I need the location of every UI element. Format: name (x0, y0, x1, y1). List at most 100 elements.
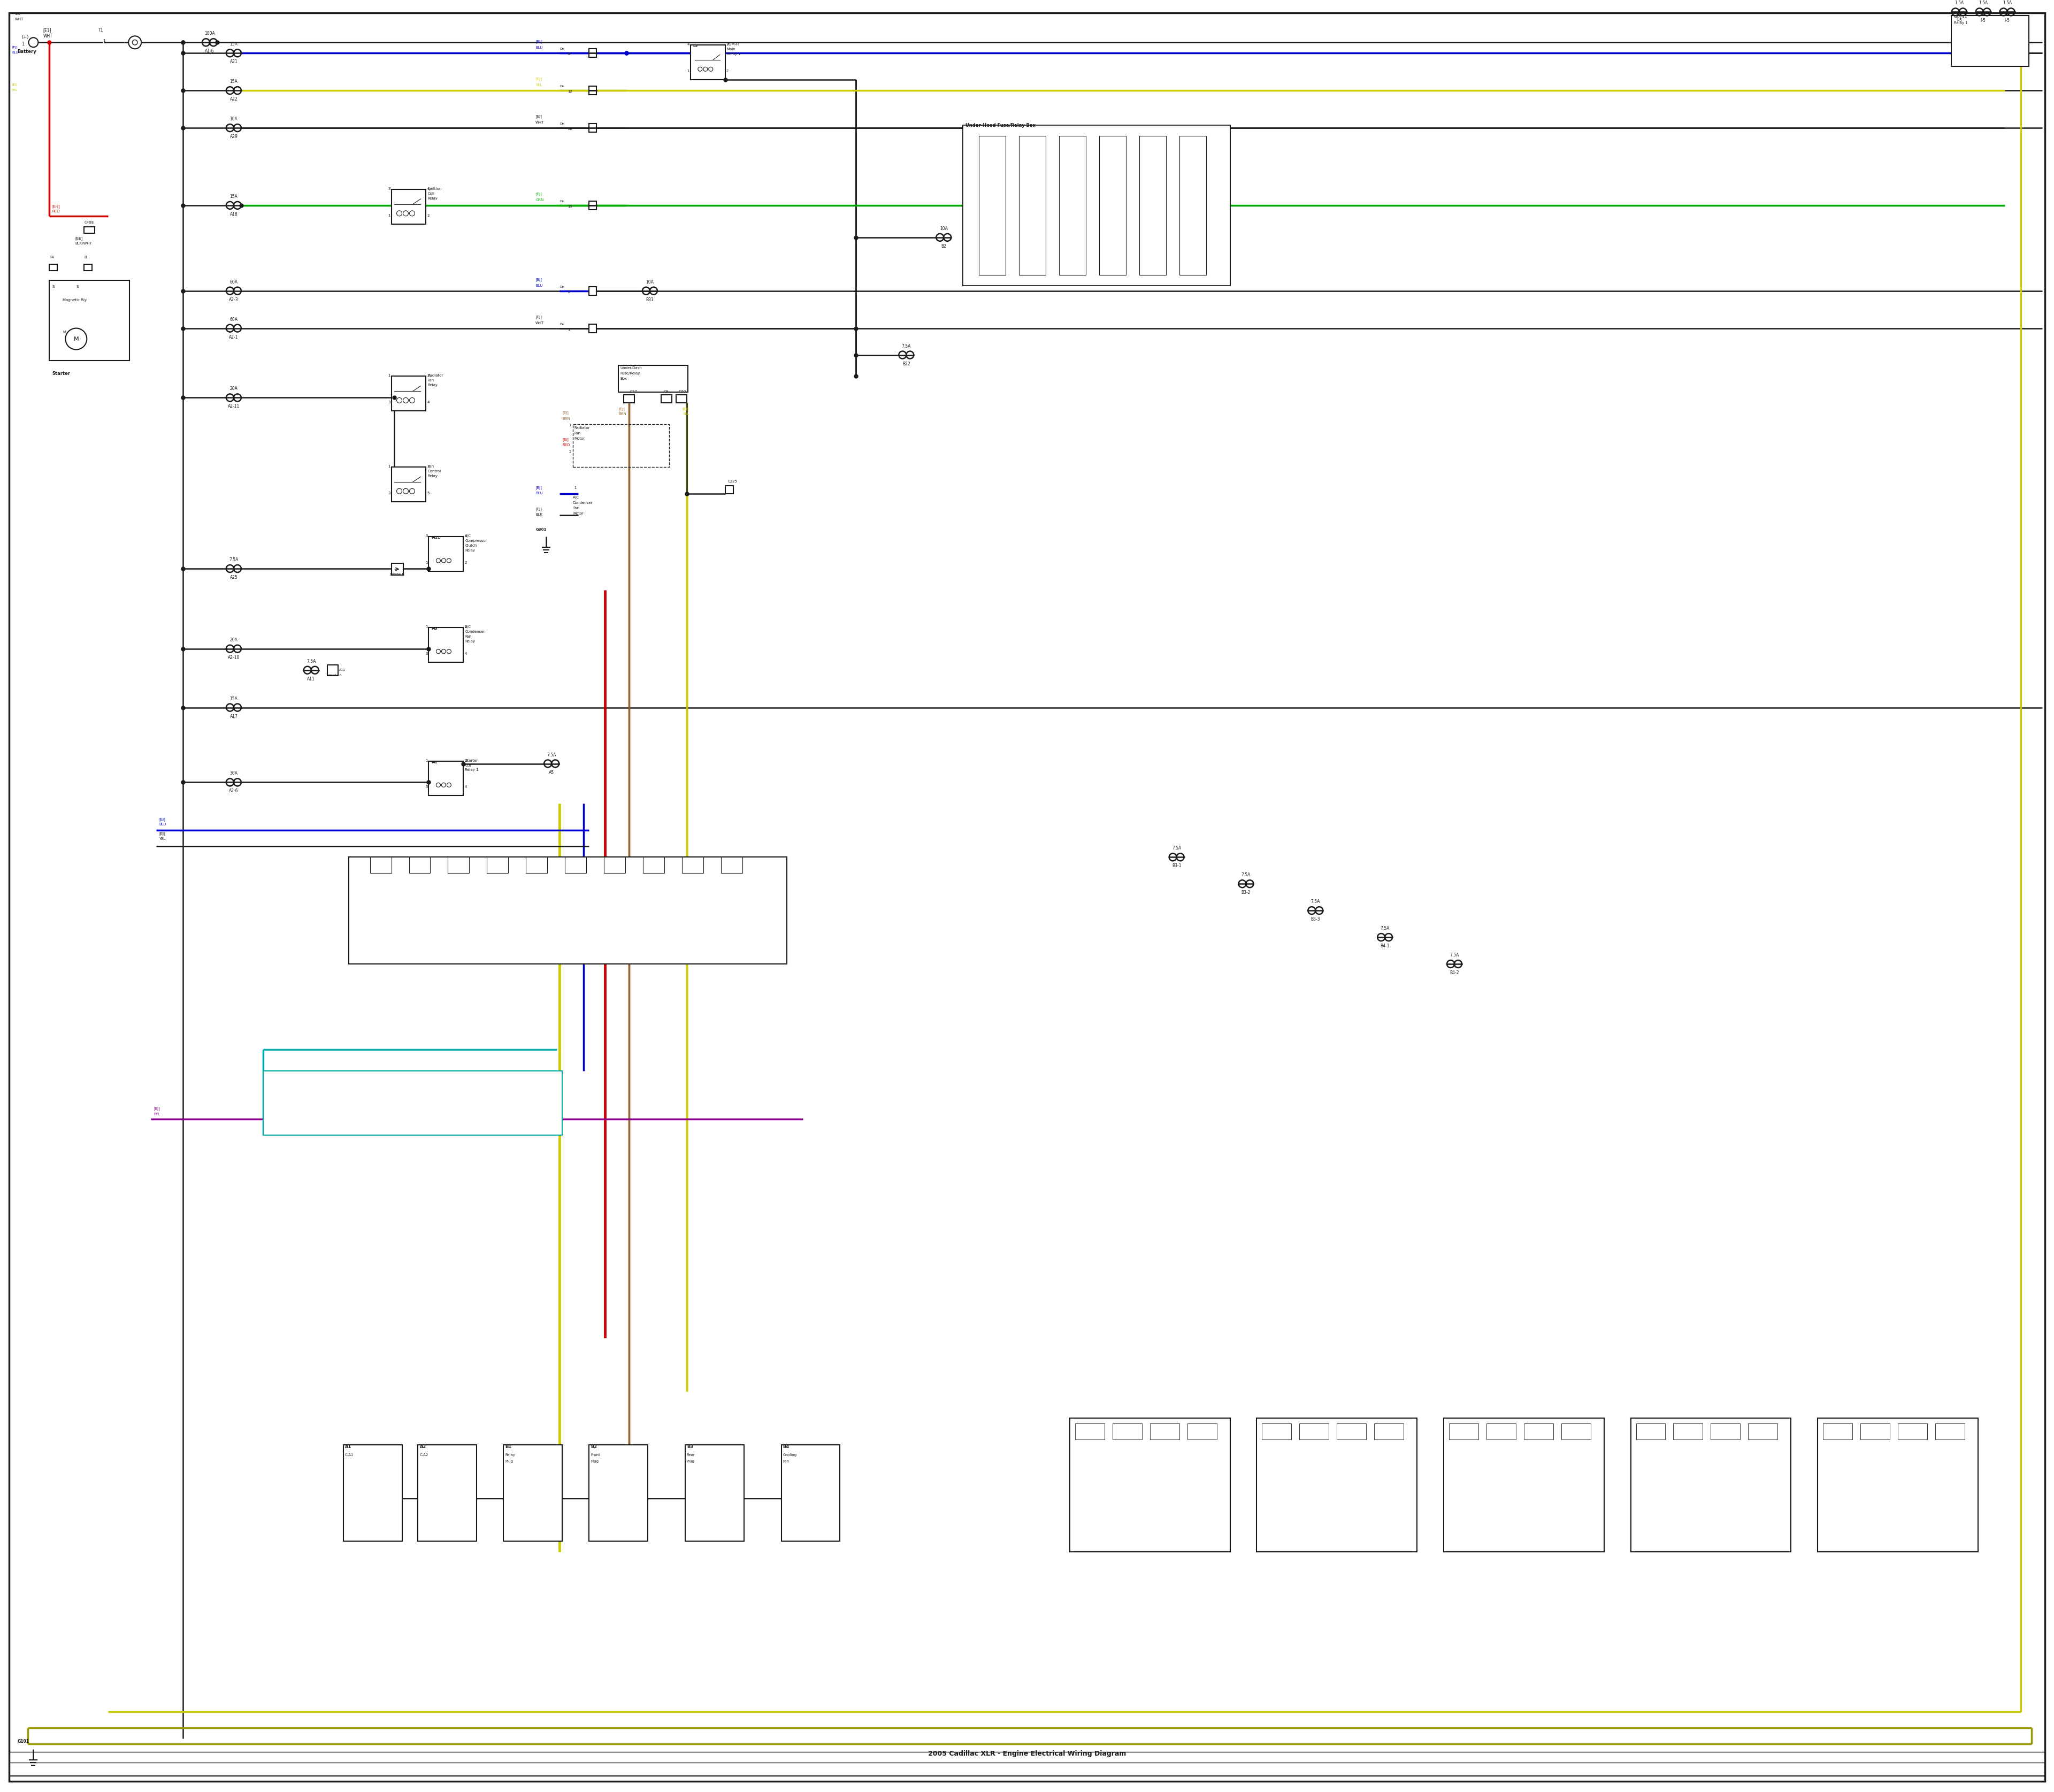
FancyBboxPatch shape (392, 468, 425, 502)
Text: 1: 1 (686, 70, 690, 73)
Text: A2-6: A2-6 (228, 788, 238, 794)
Text: C-A2: C-A2 (419, 1453, 429, 1457)
Text: Ignition: Ignition (427, 186, 442, 190)
Text: 1: 1 (425, 758, 427, 762)
FancyBboxPatch shape (419, 1444, 477, 1541)
Text: A2-11: A2-11 (228, 403, 240, 409)
Text: 5: 5 (427, 491, 429, 495)
Text: M2: M2 (431, 760, 438, 763)
Text: BLK/WHT: BLK/WHT (76, 242, 92, 246)
Text: Plug: Plug (592, 1460, 598, 1462)
Text: 2: 2 (569, 450, 571, 453)
FancyBboxPatch shape (429, 627, 464, 661)
Text: S: S (76, 285, 78, 289)
Text: 30A: 30A (230, 771, 238, 776)
Text: 10A: 10A (939, 226, 947, 231)
Text: 1.5A: 1.5A (1955, 0, 1964, 5)
Text: [EJ]: [EJ] (12, 84, 18, 86)
FancyBboxPatch shape (589, 287, 596, 296)
Text: 8: 8 (567, 52, 571, 56)
Text: 15A: 15A (230, 79, 238, 84)
Text: Diode B: Diode B (390, 573, 405, 575)
FancyBboxPatch shape (1674, 1423, 1703, 1439)
Text: A/C: A/C (573, 496, 579, 500)
Text: BRN: BRN (563, 418, 571, 421)
FancyBboxPatch shape (1711, 1423, 1740, 1439)
Text: G301: G301 (536, 529, 546, 530)
Text: A/C: A/C (464, 625, 470, 629)
Text: 2: 2 (464, 758, 466, 762)
Text: 1: 1 (23, 41, 25, 47)
Text: 7.5A: 7.5A (1173, 846, 1181, 851)
Text: 7.5A: 7.5A (306, 659, 316, 663)
Text: Condenser: Condenser (464, 631, 485, 633)
FancyBboxPatch shape (1824, 1423, 1853, 1439)
Text: BLU: BLU (158, 823, 166, 826)
Text: A11: A11 (308, 677, 314, 681)
FancyBboxPatch shape (963, 125, 1230, 285)
Text: Relay: Relay (505, 1453, 516, 1457)
Text: 10A: 10A (645, 280, 653, 285)
Text: [EJ]: [EJ] (536, 486, 542, 489)
FancyBboxPatch shape (1374, 1423, 1403, 1439)
FancyBboxPatch shape (980, 136, 1006, 274)
Text: Compressor: Compressor (464, 539, 487, 543)
Text: 4: 4 (686, 43, 690, 47)
Text: Radiator: Radiator (573, 426, 589, 430)
Text: 1: 1 (575, 486, 577, 489)
Text: A29: A29 (230, 134, 238, 140)
Text: [E1]: [E1] (43, 29, 51, 32)
FancyBboxPatch shape (1898, 1423, 1927, 1439)
FancyBboxPatch shape (589, 48, 596, 57)
Text: 60A: 60A (230, 317, 238, 323)
Text: A22: A22 (230, 97, 238, 102)
Text: Motor: Motor (573, 513, 583, 514)
Text: Cut: Cut (464, 763, 472, 767)
Text: 100A: 100A (205, 30, 216, 36)
Text: 15A: 15A (230, 697, 238, 701)
Text: 7.5A: 7.5A (1241, 873, 1251, 878)
FancyBboxPatch shape (392, 190, 425, 224)
Text: M: M (74, 337, 78, 342)
Text: B3-3: B3-3 (1310, 918, 1321, 921)
FancyBboxPatch shape (1074, 1423, 1105, 1439)
Text: 3: 3 (388, 401, 390, 403)
Text: 1: 1 (388, 464, 390, 468)
Text: B4: B4 (783, 1444, 789, 1450)
Text: Relay 1: Relay 1 (464, 769, 479, 772)
Text: Fan: Fan (573, 432, 581, 435)
Text: 1: 1 (103, 39, 105, 43)
Text: [EJ]: [EJ] (12, 47, 18, 48)
Text: Fan: Fan (464, 634, 472, 638)
Text: WHT: WHT (536, 120, 544, 124)
FancyBboxPatch shape (1187, 1423, 1216, 1439)
Text: Fuse/Relay: Fuse/Relay (620, 373, 641, 375)
FancyBboxPatch shape (49, 280, 129, 360)
FancyBboxPatch shape (1561, 1423, 1590, 1439)
FancyBboxPatch shape (589, 124, 596, 133)
Text: 10A: 10A (230, 116, 238, 122)
Text: WHT: WHT (14, 18, 23, 22)
Text: C8A-11: C8A-11 (1953, 14, 1968, 18)
Text: Coil: Coil (427, 192, 435, 195)
Text: 4: 4 (464, 652, 466, 656)
Text: Front: Front (592, 1453, 600, 1457)
Text: BLK: BLK (536, 513, 542, 516)
FancyBboxPatch shape (1524, 1423, 1553, 1439)
Text: 7.5A: 7.5A (230, 557, 238, 563)
FancyBboxPatch shape (618, 366, 688, 392)
Text: 2: 2 (427, 464, 429, 468)
Text: B4-2: B4-2 (1450, 969, 1458, 975)
Text: I1: I1 (84, 256, 88, 258)
FancyBboxPatch shape (589, 1444, 647, 1541)
Text: B2: B2 (941, 244, 947, 249)
Text: 15A: 15A (230, 194, 238, 199)
Text: A21: A21 (230, 59, 238, 65)
FancyBboxPatch shape (327, 665, 339, 676)
Text: [EJ]: [EJ] (536, 507, 542, 511)
Text: BLU: BLU (536, 491, 542, 495)
FancyBboxPatch shape (1099, 136, 1126, 274)
FancyBboxPatch shape (624, 394, 635, 403)
Text: 1: 1 (388, 375, 390, 378)
FancyBboxPatch shape (589, 324, 596, 333)
